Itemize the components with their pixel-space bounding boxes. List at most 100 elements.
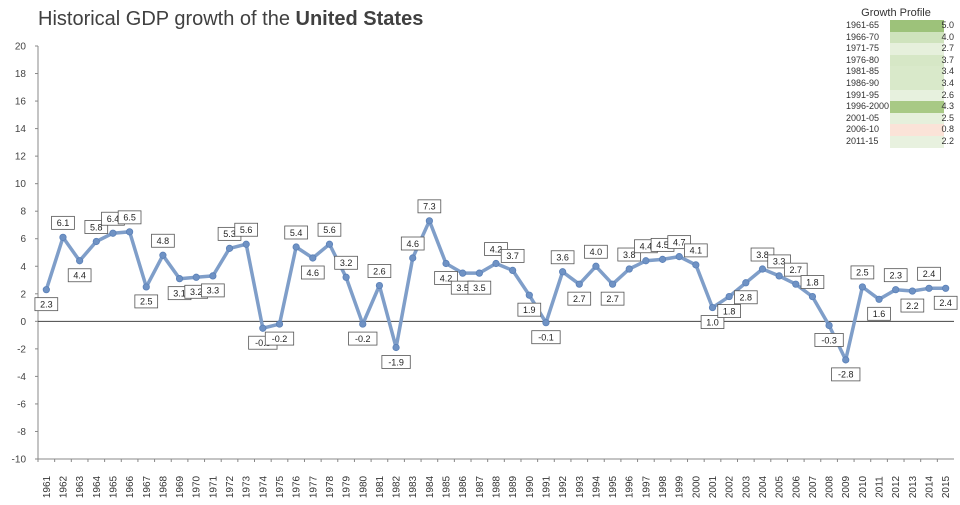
data-label-box [317, 222, 342, 237]
data-point [775, 272, 783, 280]
growth-profile-bar [890, 31, 944, 44]
x-tick-label: 1995 [608, 475, 619, 498]
data-point [459, 269, 467, 277]
data-point [808, 292, 817, 301]
growth-profile-value: 3.7 [941, 54, 954, 65]
growth-profile-value: 0.8 [941, 124, 954, 135]
growth-profile-row: 1981-85 3.4 [846, 66, 956, 78]
growth-profile-value: 2.6 [941, 89, 954, 100]
growth-profile-row: 1971-75 2.7 [846, 43, 956, 55]
growth-profile-row: 2006-10 0.8 [846, 124, 956, 136]
data-label: 3.5 [473, 283, 486, 293]
data-point [825, 321, 833, 330]
data-label: -0.3 [821, 335, 837, 345]
data-label-box [334, 255, 358, 270]
growth-profile-bar [890, 101, 944, 113]
data-point [608, 280, 617, 288]
x-tick-label: 2004 [758, 475, 769, 498]
growth-profile-bar [890, 20, 944, 32]
data-label: 3.3 [773, 257, 786, 267]
data-point [758, 265, 767, 273]
data-label-box [201, 283, 225, 298]
data-label: 4.2 [440, 273, 453, 283]
data-label-box [584, 244, 608, 259]
data-point [908, 287, 916, 295]
growth-profile-row: 1976-80 3.7 [846, 54, 956, 67]
data-label-box [67, 268, 92, 283]
x-tick-label: 1983 [408, 475, 419, 498]
x-tick-label: 1975 [275, 475, 286, 498]
x-tick-label: 2010 [858, 475, 869, 498]
x-tick-label: 1982 [392, 475, 403, 498]
data-point [942, 284, 950, 292]
x-tick-label: 2001 [708, 475, 719, 498]
data-label: 3.3 [207, 286, 220, 296]
data-label-box [34, 297, 59, 312]
x-tick-label: 2008 [825, 475, 836, 498]
data-label-box [917, 266, 941, 281]
data-label: 2.8 [740, 293, 753, 303]
x-tick-label: 1973 [242, 475, 253, 498]
data-point [692, 261, 700, 269]
y-tick-label: 6 [20, 234, 26, 245]
x-tick-label: 1994 [591, 475, 602, 498]
data-label: 5.6 [240, 225, 253, 235]
data-label-box [717, 304, 741, 318]
x-tick-label: 1986 [458, 475, 469, 498]
x-tick-label: 2003 [741, 475, 752, 498]
data-point [292, 243, 300, 251]
data-label: 1.8 [806, 277, 819, 287]
data-point [792, 280, 800, 288]
data-label: 2.5 [856, 268, 869, 278]
y-tick-label: -4 [17, 372, 26, 383]
data-point [159, 251, 167, 259]
data-point [875, 295, 883, 303]
y-tick-label: 16 [15, 97, 27, 108]
x-tick-label: 2015 [941, 475, 952, 498]
x-tick-label: 1980 [358, 475, 369, 498]
x-tick-label: 1962 [58, 475, 69, 498]
y-tick-label: 2 [20, 289, 26, 300]
data-label: 2.5 [140, 297, 153, 307]
y-tick-label: 12 [15, 152, 27, 163]
data-label: 6.5 [123, 213, 136, 223]
data-label-box [381, 355, 411, 369]
x-tick-label: 1978 [325, 475, 336, 498]
x-tick-label: 1979 [342, 475, 353, 498]
y-tick-label: -10 [12, 455, 27, 466]
x-tick-label: 1977 [308, 475, 319, 498]
x-tick-label: 1969 [175, 475, 186, 498]
data-label: 3.8 [623, 250, 636, 260]
data-point [542, 319, 550, 327]
data-label: 2.3 [889, 270, 902, 280]
data-label-box [550, 250, 575, 265]
data-label: 3.2 [340, 258, 353, 268]
data-label: 3.8 [756, 250, 769, 260]
data-label-box [400, 236, 425, 251]
data-label: 5.3 [223, 229, 236, 239]
data-point [492, 259, 500, 268]
data-label-box [151, 233, 175, 248]
x-tick-label: 1990 [525, 475, 536, 498]
x-tick-label: 1967 [142, 475, 153, 498]
data-label-box [51, 215, 75, 230]
data-label: -1.9 [388, 357, 404, 367]
x-tick-label: 1974 [258, 475, 269, 498]
data-point [742, 279, 750, 287]
y-tick-label: 20 [15, 42, 27, 53]
growth-profile-bar [890, 77, 944, 90]
data-point [375, 281, 384, 290]
data-label: 4.8 [157, 236, 170, 246]
x-tick-label: 1988 [492, 475, 503, 498]
data-point [342, 273, 350, 281]
chart-title: Historical GDP growth of the United Stat… [38, 8, 423, 31]
growth-profile-row: 1961-65 5.0 [846, 20, 956, 32]
data-point [525, 291, 533, 299]
y-tick-label: 10 [15, 179, 27, 190]
chart-title-country: United States [295, 8, 424, 30]
x-tick-label: 1991 [541, 475, 552, 498]
data-label: 6.4 [107, 214, 120, 224]
data-point [42, 286, 50, 294]
